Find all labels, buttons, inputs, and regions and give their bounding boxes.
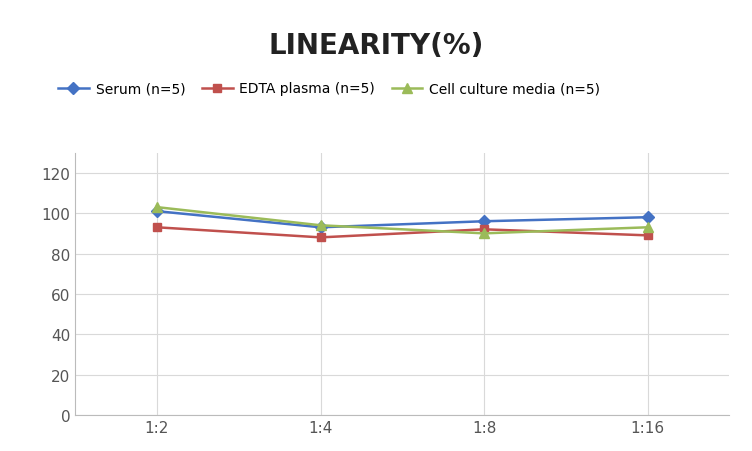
Text: LINEARITY(%): LINEARITY(%) — [268, 32, 484, 60]
Legend: Serum (n=5), EDTA plasma (n=5), Cell culture media (n=5): Serum (n=5), EDTA plasma (n=5), Cell cul… — [53, 77, 606, 102]
